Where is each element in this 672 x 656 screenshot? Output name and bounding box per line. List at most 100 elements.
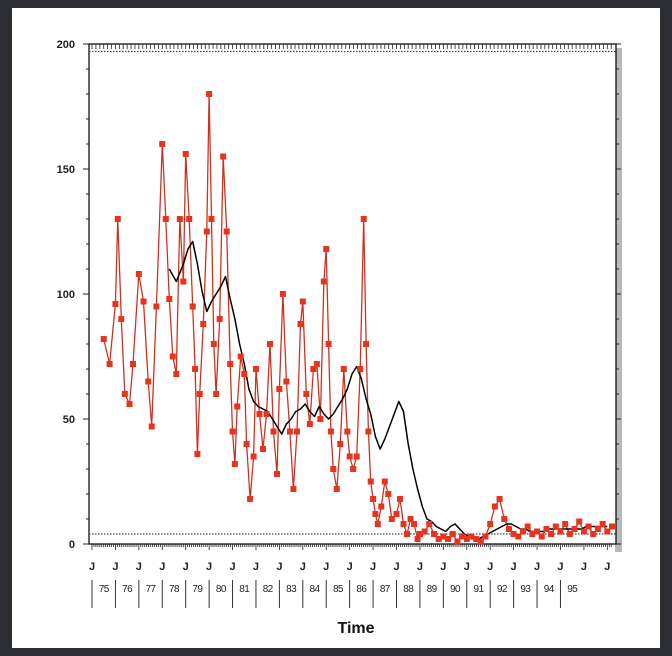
x-year-label: 93 — [520, 584, 531, 595]
observed-point — [320, 278, 327, 285]
x-month-label: J — [604, 561, 610, 573]
observed-point — [468, 533, 475, 540]
observed-point — [213, 391, 220, 397]
observed-point — [126, 401, 133, 407]
observed-point — [566, 531, 573, 537]
observed-point — [501, 516, 508, 522]
observed-point — [393, 511, 400, 517]
observed-point — [529, 531, 536, 537]
observed-point — [421, 528, 428, 535]
plot-area — [88, 43, 617, 545]
observed-point — [340, 366, 347, 372]
observed-point — [200, 321, 207, 327]
x-month-label: J — [253, 561, 259, 573]
x-month-label: J — [300, 561, 306, 573]
observed-point — [562, 521, 569, 527]
observed-point — [306, 421, 313, 427]
observed-point — [487, 521, 494, 527]
observed-point — [543, 526, 550, 532]
observed-point — [210, 341, 217, 347]
reference-lines — [89, 50, 616, 535]
observed-point — [317, 416, 324, 422]
x-month-label: J — [511, 561, 517, 573]
x-year-label: 82 — [263, 584, 274, 595]
observed-point — [430, 531, 437, 537]
observed-point — [325, 341, 332, 347]
observed-point — [407, 516, 414, 522]
observed-point — [576, 518, 583, 525]
observed-point — [594, 526, 601, 532]
observed-point — [270, 428, 277, 435]
x-month-label: J — [347, 561, 353, 573]
observed-point — [194, 451, 201, 457]
observed-point — [491, 503, 498, 510]
series-layer — [100, 91, 615, 545]
observed-point — [241, 371, 248, 377]
observed-point — [203, 228, 210, 235]
observed-point — [524, 523, 531, 530]
chart-frame: 0 50 100 150 200 75 76 77 78 79 80 81 82 83 84 85 86 87 8… — [12, 8, 660, 648]
x-month-label: J — [112, 561, 118, 573]
x-year-label: 83 — [286, 584, 297, 595]
observed-point — [303, 391, 310, 397]
x-month-label: J — [370, 561, 376, 573]
x-month-label: J — [534, 561, 540, 573]
observed-point — [360, 216, 367, 222]
observed-point — [363, 341, 370, 347]
observed-point — [378, 503, 385, 510]
x-year-label: 95 — [567, 584, 578, 595]
observed-point — [196, 391, 203, 397]
observed-point — [449, 531, 456, 537]
x-month-label: J — [323, 561, 329, 573]
observed-point — [145, 378, 152, 385]
observed-point — [604, 528, 611, 535]
observed-point — [223, 228, 230, 235]
observed-point — [176, 216, 183, 222]
observed-point — [337, 441, 344, 447]
observed-point — [118, 316, 125, 322]
observed-point — [477, 538, 484, 545]
observed-point — [290, 486, 297, 492]
observed-point — [353, 453, 360, 460]
observed-point — [426, 521, 433, 527]
x-year-label: 76 — [122, 584, 133, 595]
x-year-label: 75 — [99, 584, 110, 595]
observed-point — [206, 91, 213, 97]
observed-point — [234, 403, 241, 410]
observed-point — [247, 496, 254, 502]
observed-point — [388, 516, 395, 522]
observed-point — [440, 533, 447, 540]
y-tick-label: 100 — [57, 289, 75, 301]
observed-point — [180, 278, 187, 285]
observed-point — [510, 531, 517, 537]
observed-point — [121, 391, 128, 397]
observed-point — [346, 453, 353, 460]
observed-point — [286, 428, 293, 435]
observed-point — [496, 496, 503, 502]
plot-shadow — [615, 48, 622, 552]
x-year-label: 86 — [356, 584, 367, 595]
observed-point — [548, 531, 555, 537]
observed-point — [515, 533, 522, 540]
observed-point — [135, 271, 142, 277]
observed-point — [590, 531, 597, 537]
observed-point — [192, 366, 199, 372]
x-month-label: J — [229, 561, 235, 573]
y-tick-label: 200 — [57, 39, 75, 51]
x-month-label: J — [440, 561, 446, 573]
observed-point — [153, 303, 160, 310]
observed-point — [186, 216, 193, 222]
observed-point — [374, 521, 381, 527]
x-axis: 75 76 77 78 79 80 81 82 83 84 85 86 87 88 89 90 91 92 93 94… — [89, 44, 612, 608]
x-month-label: J — [417, 561, 423, 573]
observed-point — [100, 336, 107, 342]
observed-point — [372, 511, 379, 517]
observed-point — [357, 366, 364, 372]
observed-point — [552, 523, 559, 530]
observed-point — [411, 521, 418, 527]
x-month-label: J — [206, 561, 212, 573]
observed-point — [189, 303, 196, 310]
observed-point — [473, 536, 480, 542]
x-year-label: 94 — [544, 584, 555, 595]
observed-point — [310, 366, 317, 372]
